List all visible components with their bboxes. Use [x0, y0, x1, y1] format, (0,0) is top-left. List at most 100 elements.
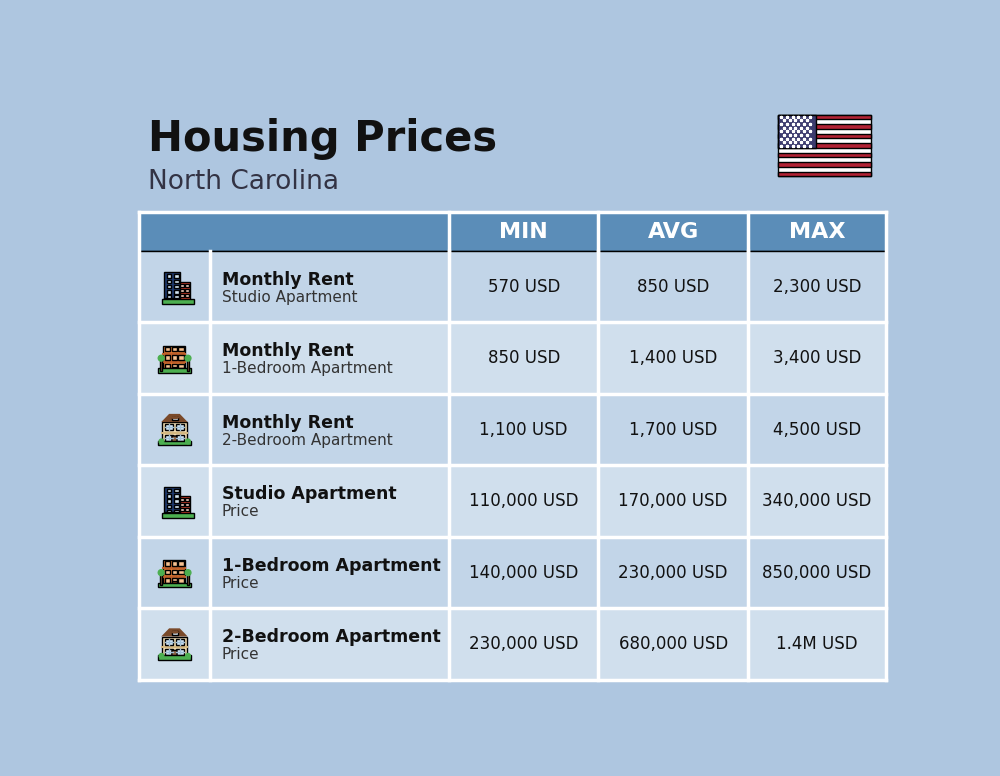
- FancyBboxPatch shape: [167, 285, 171, 289]
- FancyBboxPatch shape: [778, 153, 871, 158]
- FancyBboxPatch shape: [172, 364, 177, 368]
- FancyBboxPatch shape: [185, 508, 189, 511]
- FancyBboxPatch shape: [139, 213, 886, 251]
- FancyBboxPatch shape: [174, 510, 179, 514]
- Text: 680,000 USD: 680,000 USD: [619, 635, 728, 653]
- FancyBboxPatch shape: [185, 294, 189, 297]
- FancyBboxPatch shape: [172, 347, 177, 352]
- FancyBboxPatch shape: [180, 504, 184, 506]
- Text: 140,000 USD: 140,000 USD: [469, 563, 578, 582]
- FancyBboxPatch shape: [174, 285, 179, 289]
- FancyBboxPatch shape: [158, 583, 191, 587]
- FancyBboxPatch shape: [187, 359, 189, 371]
- FancyBboxPatch shape: [185, 498, 189, 501]
- Circle shape: [158, 355, 164, 361]
- Text: Studio Apartment: Studio Apartment: [222, 290, 357, 305]
- Text: 1,100 USD: 1,100 USD: [479, 421, 568, 438]
- FancyBboxPatch shape: [185, 284, 189, 287]
- FancyBboxPatch shape: [165, 650, 173, 655]
- FancyBboxPatch shape: [172, 570, 177, 574]
- Text: 110,000 USD: 110,000 USD: [469, 492, 578, 510]
- FancyBboxPatch shape: [164, 487, 180, 516]
- FancyBboxPatch shape: [165, 355, 170, 360]
- FancyBboxPatch shape: [180, 289, 184, 292]
- FancyBboxPatch shape: [165, 364, 170, 368]
- FancyBboxPatch shape: [167, 296, 171, 299]
- FancyBboxPatch shape: [158, 369, 191, 373]
- FancyBboxPatch shape: [178, 578, 184, 583]
- FancyBboxPatch shape: [162, 299, 194, 303]
- Text: 1,400 USD: 1,400 USD: [629, 349, 717, 367]
- Text: 1-Bedroom Apartment: 1-Bedroom Apartment: [222, 362, 392, 376]
- FancyBboxPatch shape: [176, 650, 184, 655]
- Text: 230,000 USD: 230,000 USD: [469, 635, 578, 653]
- Text: Monthly Rent: Monthly Rent: [222, 271, 353, 289]
- FancyBboxPatch shape: [167, 275, 171, 278]
- FancyBboxPatch shape: [174, 275, 179, 278]
- FancyBboxPatch shape: [158, 655, 191, 660]
- FancyBboxPatch shape: [139, 394, 886, 466]
- FancyBboxPatch shape: [165, 562, 170, 566]
- Polygon shape: [161, 629, 188, 636]
- FancyBboxPatch shape: [139, 608, 886, 680]
- Text: 850 USD: 850 USD: [637, 278, 709, 296]
- FancyBboxPatch shape: [174, 296, 179, 299]
- Polygon shape: [161, 414, 188, 422]
- FancyBboxPatch shape: [172, 366, 177, 371]
- FancyBboxPatch shape: [174, 500, 179, 503]
- FancyBboxPatch shape: [178, 570, 184, 574]
- FancyBboxPatch shape: [165, 435, 173, 441]
- Text: 230,000 USD: 230,000 USD: [618, 563, 728, 582]
- FancyBboxPatch shape: [163, 346, 185, 371]
- FancyBboxPatch shape: [139, 466, 886, 537]
- Circle shape: [158, 570, 164, 576]
- FancyBboxPatch shape: [164, 298, 180, 300]
- Text: MIN: MIN: [499, 222, 548, 241]
- FancyBboxPatch shape: [162, 636, 187, 657]
- FancyBboxPatch shape: [167, 510, 171, 514]
- FancyBboxPatch shape: [174, 290, 179, 294]
- FancyBboxPatch shape: [178, 562, 184, 566]
- FancyBboxPatch shape: [172, 631, 178, 635]
- Text: AVG: AVG: [648, 222, 699, 241]
- Text: Price: Price: [222, 576, 259, 591]
- Text: 850 USD: 850 USD: [488, 349, 560, 367]
- Text: Monthly Rent: Monthly Rent: [222, 342, 353, 360]
- Text: 2-Bedroom Apartment: 2-Bedroom Apartment: [222, 433, 392, 448]
- FancyBboxPatch shape: [167, 500, 171, 503]
- FancyBboxPatch shape: [160, 574, 162, 585]
- FancyBboxPatch shape: [174, 489, 179, 493]
- Text: Monthly Rent: Monthly Rent: [222, 414, 353, 431]
- FancyBboxPatch shape: [165, 570, 170, 574]
- FancyBboxPatch shape: [172, 581, 177, 585]
- FancyBboxPatch shape: [172, 562, 177, 566]
- FancyBboxPatch shape: [180, 508, 184, 511]
- FancyBboxPatch shape: [160, 359, 162, 371]
- FancyBboxPatch shape: [172, 417, 178, 421]
- FancyBboxPatch shape: [180, 498, 184, 501]
- FancyBboxPatch shape: [179, 497, 190, 514]
- FancyBboxPatch shape: [778, 143, 871, 148]
- FancyBboxPatch shape: [778, 115, 871, 120]
- FancyBboxPatch shape: [180, 294, 184, 297]
- FancyBboxPatch shape: [163, 560, 185, 585]
- FancyBboxPatch shape: [164, 512, 180, 514]
- FancyBboxPatch shape: [162, 422, 187, 443]
- Text: 170,000 USD: 170,000 USD: [618, 492, 728, 510]
- FancyBboxPatch shape: [139, 323, 886, 394]
- FancyBboxPatch shape: [778, 124, 871, 129]
- FancyBboxPatch shape: [778, 171, 871, 176]
- Text: 4,500 USD: 4,500 USD: [773, 421, 861, 438]
- Text: 1-Bedroom Apartment: 1-Bedroom Apartment: [222, 556, 440, 575]
- FancyBboxPatch shape: [165, 639, 173, 645]
- FancyBboxPatch shape: [139, 251, 886, 323]
- Circle shape: [186, 439, 190, 444]
- Text: 570 USD: 570 USD: [488, 278, 560, 296]
- FancyBboxPatch shape: [178, 364, 184, 368]
- FancyBboxPatch shape: [185, 289, 189, 292]
- FancyBboxPatch shape: [185, 504, 189, 506]
- FancyBboxPatch shape: [778, 115, 871, 176]
- FancyBboxPatch shape: [178, 355, 184, 360]
- Circle shape: [185, 355, 191, 361]
- Text: Price: Price: [222, 647, 259, 663]
